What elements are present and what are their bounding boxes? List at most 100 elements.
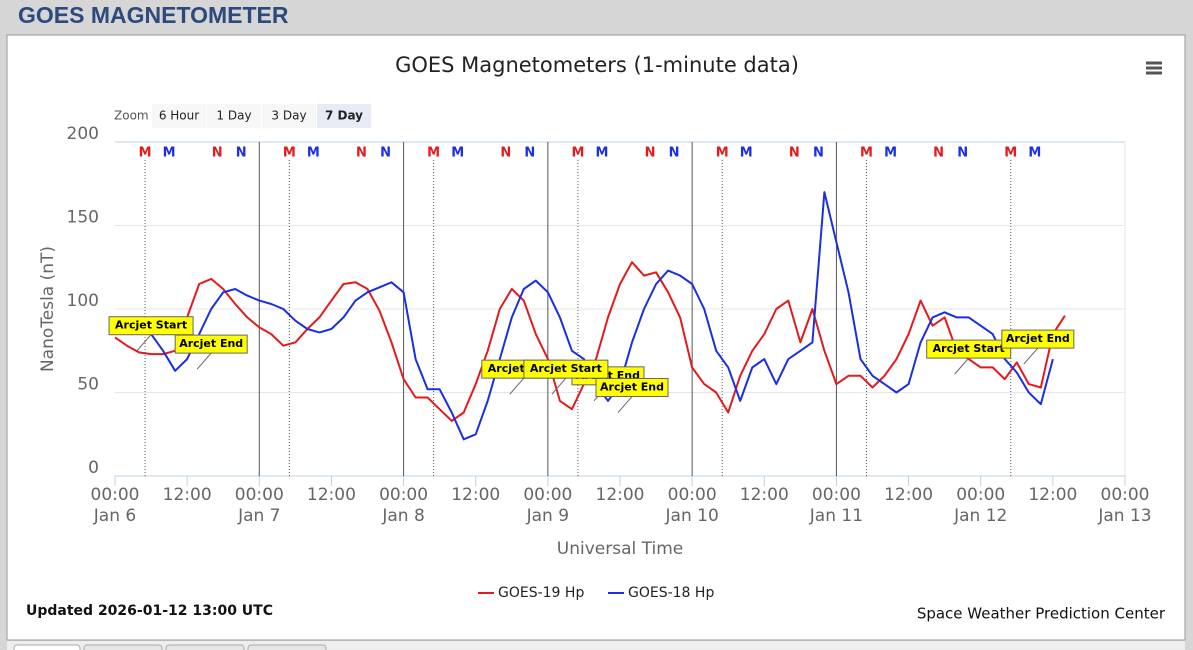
series-line xyxy=(114,191,1054,441)
annotation: Arcjet Start xyxy=(926,339,1012,375)
annotation-text: Arcjet End xyxy=(600,381,664,394)
annotation-pointer xyxy=(136,334,152,352)
annotation-pointer xyxy=(1023,347,1039,365)
y-tick-label: 100 xyxy=(67,291,99,311)
tab[interactable] xyxy=(83,644,163,650)
annotation-text: Arcjet End xyxy=(1006,332,1070,345)
zoom-button[interactable] xyxy=(152,104,206,128)
x-tick-date: Jan 7 xyxy=(237,506,280,526)
x-tick-label: 12:00 xyxy=(740,485,789,505)
annotation-text: Arcjet Start xyxy=(530,362,602,375)
marker-label: M xyxy=(451,146,464,161)
y-tick-label: 200 xyxy=(67,124,99,144)
marker-label: N xyxy=(789,146,800,161)
updated-time: Updated 2026-01-12 13:00 UTC xyxy=(26,603,273,619)
tab[interactable] xyxy=(165,644,245,650)
marker-label: M xyxy=(884,146,897,161)
x-tick-label: 12:00 xyxy=(163,485,212,505)
x-tick-label: 00:00 xyxy=(91,485,140,505)
x-tick-label: 00:00 xyxy=(956,485,1005,505)
annotation-pointer xyxy=(509,377,525,395)
annotation: Arcjet End xyxy=(595,378,669,413)
chart-title: GOES Magnetometers (1-minute data) xyxy=(395,53,799,77)
tab[interactable] xyxy=(13,644,81,650)
marker-label: N xyxy=(380,146,391,161)
marker-label: N xyxy=(236,146,247,161)
annotation-pointer xyxy=(617,396,633,413)
menu-button[interactable] xyxy=(1146,61,1162,75)
x-tick-date: Jan 12 xyxy=(953,506,1007,526)
x-tick-label: 00:00 xyxy=(235,485,284,505)
marker-label: M xyxy=(427,146,440,161)
annotation-text: Arcjet Start xyxy=(115,319,187,332)
marker-label: M xyxy=(716,146,729,161)
legend-label[interactable]: GOES-18 Hp xyxy=(628,585,714,601)
annotation: Arcjet Start xyxy=(523,359,609,395)
marker-label: N xyxy=(356,146,367,161)
x-tick-date: Jan 13 xyxy=(1097,506,1151,526)
annotation-box xyxy=(595,378,669,398)
x-tick-label: 12:00 xyxy=(451,485,500,505)
marker-label: M xyxy=(860,146,873,161)
marker-label: N xyxy=(212,146,223,161)
marker-label: N xyxy=(957,146,968,161)
annotation-box xyxy=(174,334,248,354)
marker-label: N xyxy=(645,146,656,161)
x-tick-label: 12:00 xyxy=(596,485,645,505)
zoom-label: Zoom xyxy=(114,109,149,123)
x-tick-label: 00:00 xyxy=(379,485,428,505)
annotation-pointer xyxy=(551,377,567,395)
annotation-box xyxy=(926,339,1012,359)
zoom-button[interactable] xyxy=(207,104,261,128)
zoom-button[interactable] xyxy=(317,104,371,128)
annotation-box xyxy=(523,359,609,379)
marker-label: M xyxy=(139,146,152,161)
x-tick-label: 00:00 xyxy=(668,485,717,505)
x-tick-label: 12:00 xyxy=(307,485,356,505)
marker-label: M xyxy=(595,146,608,161)
x-axis-title: Universal Time xyxy=(557,539,683,559)
legend-label[interactable]: GOES-19 Hp xyxy=(498,585,584,601)
x-tick-date: Jan 6 xyxy=(93,506,136,526)
zoom-button[interactable] xyxy=(262,104,316,128)
annotation-text: Arcjet Start xyxy=(933,342,1005,355)
annotation: Arcjet End xyxy=(1001,329,1075,365)
annotation-box xyxy=(108,316,194,336)
marker-label: N xyxy=(500,146,511,161)
marker-label: M xyxy=(1028,146,1041,161)
x-tick-label: 00:00 xyxy=(812,485,861,505)
credit: Space Weather Prediction Center xyxy=(917,605,1166,623)
annotation-pointer xyxy=(954,357,970,375)
marker-label: N xyxy=(524,146,535,161)
zoom-button-label[interactable]: 3 Day xyxy=(271,109,306,123)
zoom-button-label[interactable]: 1 Day xyxy=(216,109,251,123)
y-tick-label: 0 xyxy=(88,458,99,478)
x-tick-date: Jan 9 xyxy=(526,506,569,526)
x-tick-label: 00:00 xyxy=(1101,485,1150,505)
y-axis-title: NanoTesla (nT) xyxy=(38,246,58,372)
marker-label: N xyxy=(813,146,824,161)
tab[interactable] xyxy=(247,644,327,650)
annotation: Arcjet End xyxy=(174,334,248,370)
annotation: Arcjet Start xyxy=(108,316,194,352)
zoom-button-label[interactable]: 6 Hour xyxy=(159,109,199,123)
x-tick-label: 12:00 xyxy=(1028,485,1077,505)
x-tick-date: Jan 10 xyxy=(665,506,719,526)
zoom-button-label[interactable]: 7 Day xyxy=(325,109,363,123)
marker-label: M xyxy=(283,146,296,161)
annotation-text: Arcjet End xyxy=(179,337,243,350)
y-tick-label: 150 xyxy=(67,208,99,228)
annotation-pointer xyxy=(196,352,212,370)
x-tick-date: Jan 11 xyxy=(809,506,863,526)
y-tick-label: 50 xyxy=(77,375,99,395)
marker-label: M xyxy=(740,146,753,161)
x-tick-label: 00:00 xyxy=(523,485,572,505)
marker-label: M xyxy=(307,146,320,161)
x-tick-label: 12:00 xyxy=(884,485,933,505)
annotation-box xyxy=(1001,329,1075,349)
x-tick-date: Jan 8 xyxy=(381,506,424,526)
page-header: GOES MAGNETOMETER xyxy=(18,2,289,28)
marker-label: M xyxy=(163,146,176,161)
